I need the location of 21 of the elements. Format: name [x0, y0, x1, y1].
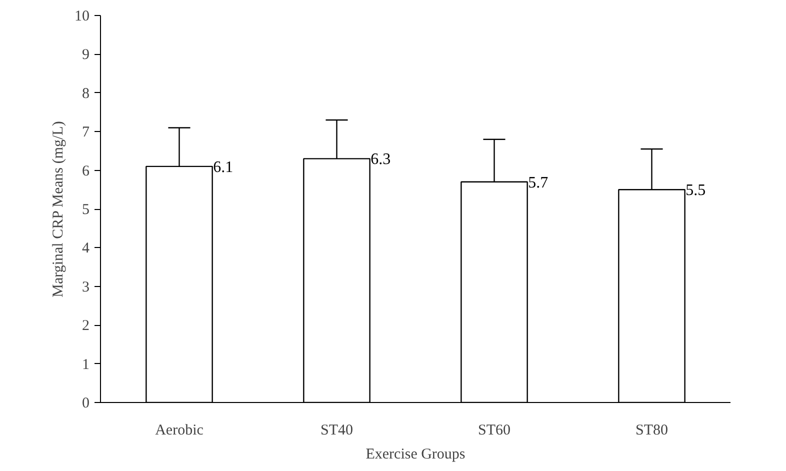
- data-label: 5.5: [686, 182, 706, 200]
- y-tick-label: 4: [82, 240, 90, 257]
- x-tick-label: Aerobic: [155, 422, 204, 438]
- y-tick-label: 7: [82, 124, 90, 141]
- y-tick-label: 3: [82, 279, 90, 296]
- data-label: 5.7: [528, 174, 548, 192]
- data-label: 6.1: [213, 158, 234, 176]
- data-label: 6.3: [370, 151, 391, 168]
- y-tick-label: 6: [82, 163, 90, 180]
- y-tick-label: 1: [82, 356, 90, 373]
- y-tick-label: 2: [82, 318, 90, 334]
- x-tick-label: ST40: [320, 422, 354, 438]
- x-axis-title: Exercise Groups: [366, 446, 466, 462]
- y-tick-label: 9: [82, 47, 90, 64]
- x-tick-label: ST80: [636, 422, 668, 438]
- y-tick-label: 0: [82, 396, 90, 412]
- x-tick-label: ST60: [478, 422, 511, 438]
- y-axis-title: Marginal CRP Means (mg/L): [50, 121, 66, 298]
- y-tick-label: 5: [82, 202, 90, 218]
- y-tick-label: 10: [74, 8, 90, 24]
- y-tick-label: 8: [82, 86, 90, 102]
